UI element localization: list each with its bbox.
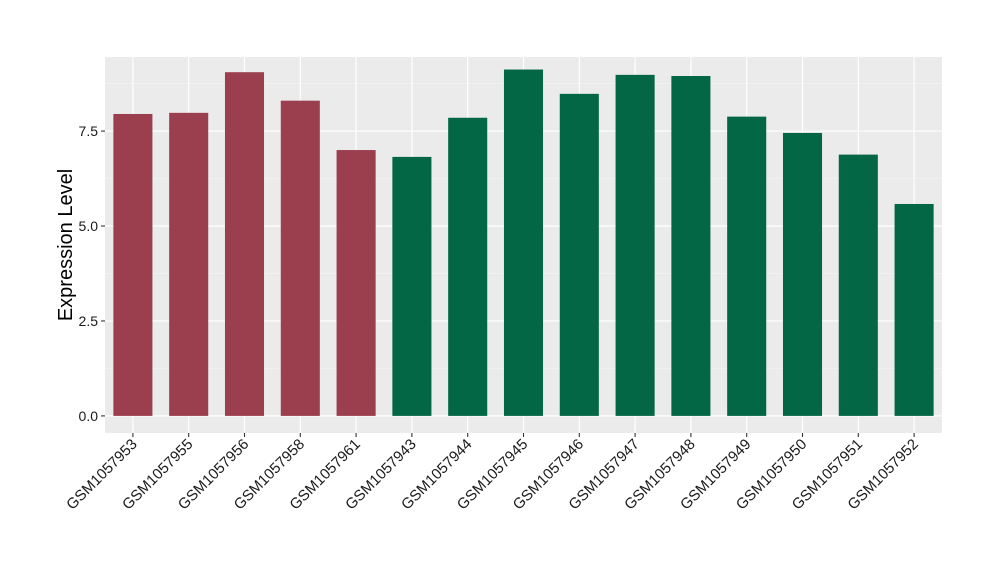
bar-gsm1057952 xyxy=(894,203,934,416)
bar-gsm1057961 xyxy=(336,150,376,416)
bar-gsm1057947 xyxy=(615,74,655,416)
bar-gsm1057948 xyxy=(671,75,711,416)
bar-gsm1057950 xyxy=(782,132,823,416)
bar-gsm1057946 xyxy=(559,93,599,416)
bar-gsm1057956 xyxy=(224,72,265,416)
bar-gsm1057949 xyxy=(727,116,767,416)
bars-layer xyxy=(113,69,934,416)
bar-gsm1057955 xyxy=(169,112,209,416)
bar-gsm1057951 xyxy=(838,154,878,416)
bar-gsm1057943 xyxy=(392,156,432,416)
y-axis: 0.0 2.5 5.0 7.5 xyxy=(79,123,105,424)
bar-gsm1057958 xyxy=(280,100,320,416)
y-tick-label: 0.0 xyxy=(79,408,99,424)
y-tick-label: 7.5 xyxy=(79,123,99,139)
y-axis-title: Expression Level xyxy=(55,169,77,321)
bar-gsm1057944 xyxy=(448,117,488,416)
y-tick-label: 2.5 xyxy=(79,313,99,329)
y-tick-label: 5.0 xyxy=(79,218,99,234)
bar-gsm1057945 xyxy=(503,69,544,416)
bar-gsm1057953 xyxy=(113,113,153,416)
x-axis: GSM1057953GSM1057955GSM1057956GSM1057958… xyxy=(63,433,922,513)
